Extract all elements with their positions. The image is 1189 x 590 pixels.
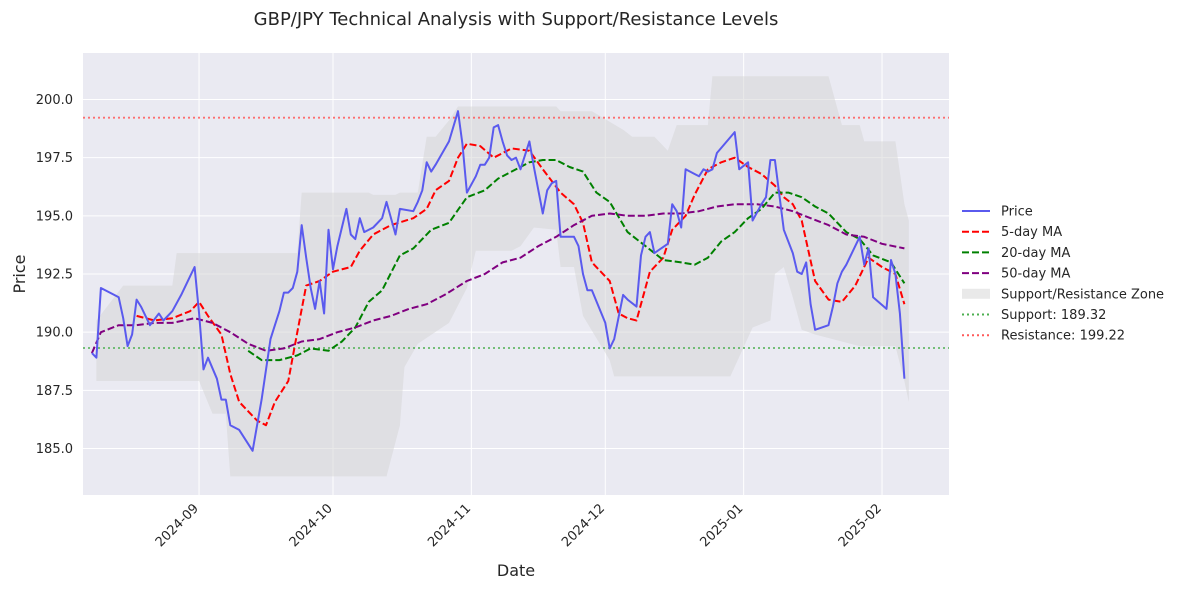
legend: Price 5-day MA 20-day MA 50-day MA Support/R… bbox=[962, 205, 1164, 344]
y-tick-label: 190.0 bbox=[36, 326, 73, 341]
legend-item: Resistance: 199.22 bbox=[962, 329, 1125, 344]
legend-label: 20-day MA bbox=[1001, 246, 1070, 261]
legend-item: 5-day MA bbox=[962, 225, 1062, 240]
support-resistance-zone bbox=[96, 76, 909, 477]
x-tick-label: 2024-09 bbox=[153, 501, 202, 550]
x-axis-label: Date bbox=[497, 561, 535, 580]
y-tick-label: 200.0 bbox=[36, 93, 73, 108]
series-line-20-day-ma bbox=[247, 159, 906, 362]
chart-title: GBP/JPY Technical Analysis with Support/… bbox=[254, 9, 779, 30]
x-axis-ticks: 2024-09 2024-10 2024-11 2024-12 2025-01 2025-… bbox=[153, 501, 885, 550]
x-tick-label: 2025-02 bbox=[836, 501, 885, 550]
x-tick-label: 2024-10 bbox=[287, 501, 336, 550]
legend-item: 20-day MA bbox=[962, 246, 1070, 261]
legend-label: Support/Resistance Zone bbox=[1001, 287, 1164, 302]
y-tick-label: 195.0 bbox=[36, 209, 73, 224]
series-line-50-day-ma bbox=[90, 203, 905, 354]
legend-label: Resistance: 199.22 bbox=[1001, 329, 1125, 344]
legend-label: Price bbox=[1001, 205, 1033, 220]
reference-lines-layer bbox=[83, 116, 949, 349]
series-layer bbox=[90, 110, 906, 452]
legend-label: Support: 189.32 bbox=[1001, 308, 1106, 323]
legend-swatch bbox=[962, 288, 990, 299]
x-tick-label: 2024-11 bbox=[425, 501, 474, 550]
y-tick-label: 197.5 bbox=[36, 151, 73, 166]
y-axis-ticks: 185.0 187.5 190.0 192.5 195.0 197.5 200.0 bbox=[36, 93, 73, 457]
legend-label: 50-day MA bbox=[1001, 267, 1070, 282]
legend-item: Support: 189.32 bbox=[962, 308, 1106, 323]
series-line-price bbox=[91, 110, 906, 452]
legend-label: 5-day MA bbox=[1001, 225, 1062, 240]
support-resistance-zone-layer bbox=[96, 76, 909, 477]
y-tick-label: 192.5 bbox=[36, 268, 73, 283]
legend-item: Support/Resistance Zone bbox=[962, 287, 1164, 302]
y-tick-label: 185.0 bbox=[36, 442, 73, 457]
legend-item: 50-day MA bbox=[962, 267, 1070, 282]
y-tick-label: 187.5 bbox=[36, 384, 73, 399]
x-tick-label: 2025-01 bbox=[697, 501, 746, 550]
x-tick-label: 2024-12 bbox=[559, 501, 608, 550]
legend-item: Price bbox=[962, 205, 1033, 220]
y-axis-label: Price bbox=[10, 254, 29, 293]
